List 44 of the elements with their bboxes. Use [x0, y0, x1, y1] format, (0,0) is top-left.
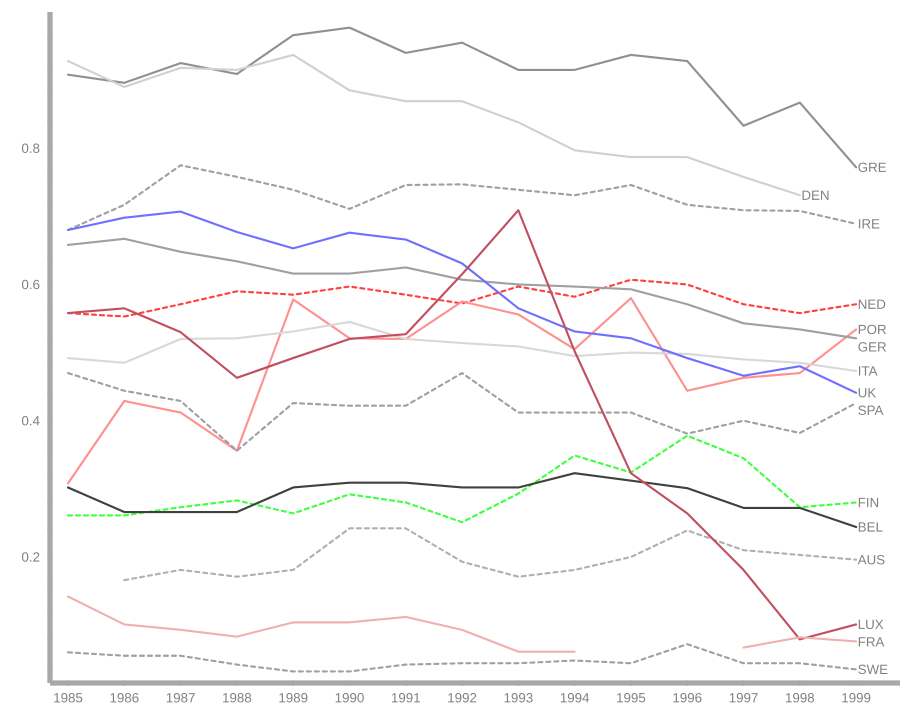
y-tick-label: 0.2 — [22, 552, 40, 562]
x-tick-label: 1985 — [54, 693, 82, 702]
line-series — [66, 26, 858, 168]
series-label: GER — [858, 342, 886, 352]
x-tick-label: 1993 — [504, 693, 533, 702]
series-label: FIN — [858, 498, 878, 508]
y-tick-label: 0.6 — [22, 280, 40, 290]
x-tick-label: 1997 — [730, 693, 758, 702]
x-tick-label: 1986 — [110, 693, 139, 702]
y-tick-label: 0.4 — [22, 416, 40, 426]
line-series — [66, 297, 858, 484]
series-label: FRA — [858, 637, 884, 646]
x-tick-label: 1996 — [673, 693, 702, 702]
series-label: SPA — [858, 406, 884, 415]
line-series — [66, 320, 858, 372]
line-series — [66, 210, 858, 394]
line-series — [66, 54, 801, 196]
x-tick-label: 1990 — [336, 693, 364, 702]
series-label: DEN — [802, 190, 828, 200]
series-label: GRE — [858, 162, 886, 172]
x-tick-label: 1995 — [617, 693, 646, 702]
series-label: LUX — [858, 620, 884, 630]
series-label: AUS — [858, 554, 885, 564]
series-label: POR — [858, 324, 886, 334]
line-series — [66, 278, 858, 318]
series-label: IRE — [858, 219, 880, 228]
x-tick-label: 1999 — [842, 693, 870, 702]
series-label: UK — [858, 388, 876, 398]
x-tick-label: 1992 — [448, 693, 476, 702]
x-tick-label: 1988 — [223, 693, 252, 702]
x-tick-label: 1998 — [786, 693, 814, 702]
x-tick-label: 1991 — [392, 693, 420, 702]
series-label: SWE — [858, 664, 888, 674]
series-label: NED — [858, 300, 886, 309]
x-tick-label: 1994 — [560, 693, 590, 702]
line-series — [66, 209, 858, 640]
line-series — [66, 238, 858, 340]
line-series — [66, 643, 858, 672]
series-label: ITA — [858, 366, 878, 376]
line-series — [66, 434, 858, 524]
series-label: BEL — [858, 522, 882, 532]
x-tick-label: 1987 — [166, 693, 195, 702]
y-tick-label: 0.8 — [22, 144, 40, 153]
x-tick-label: 1989 — [279, 693, 308, 702]
